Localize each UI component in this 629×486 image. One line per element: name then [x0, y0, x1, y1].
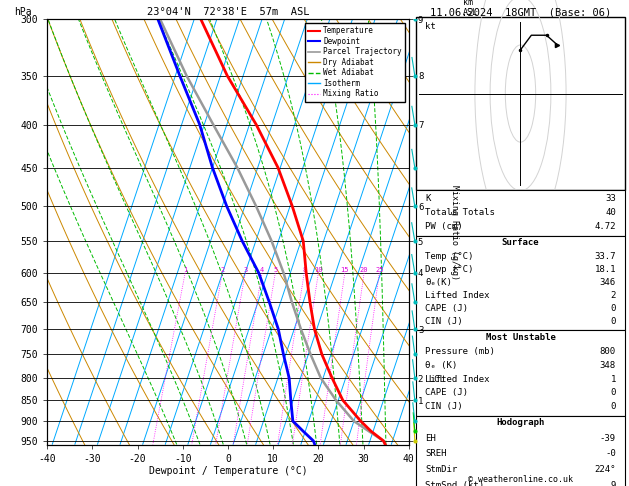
Text: 33.7: 33.7: [594, 252, 616, 261]
Text: K: K: [425, 194, 430, 203]
Text: 25: 25: [375, 267, 384, 273]
Text: θₑ (K): θₑ (K): [425, 361, 457, 370]
Y-axis label: Mixing Ratio (g/kg): Mixing Ratio (g/kg): [450, 185, 459, 279]
Text: Lifted Index: Lifted Index: [425, 291, 489, 300]
Text: © weatheronline.co.uk: © weatheronline.co.uk: [468, 474, 573, 484]
Text: 0: 0: [611, 388, 616, 397]
Text: 800: 800: [600, 347, 616, 356]
Text: CAPE (J): CAPE (J): [425, 304, 468, 313]
Text: 5: 5: [273, 267, 277, 273]
Text: 20: 20: [360, 267, 369, 273]
Text: kt: kt: [425, 22, 436, 31]
Text: -0: -0: [605, 449, 616, 458]
Text: Temp (°C): Temp (°C): [425, 252, 474, 261]
Text: SREH: SREH: [425, 449, 447, 458]
Text: θₑ(K): θₑ(K): [425, 278, 452, 287]
Text: 348: 348: [600, 361, 616, 370]
Text: 1: 1: [183, 267, 187, 273]
Text: Most Unstable: Most Unstable: [486, 333, 555, 342]
Text: 0: 0: [611, 317, 616, 326]
Text: 33: 33: [605, 194, 616, 203]
Text: PW (cm): PW (cm): [425, 222, 463, 231]
Text: StmDir: StmDir: [425, 465, 457, 474]
Text: 9: 9: [611, 481, 616, 486]
Text: 10: 10: [314, 267, 323, 273]
Text: 0: 0: [611, 304, 616, 313]
Text: Dewp (°C): Dewp (°C): [425, 265, 474, 274]
Text: 2: 2: [220, 267, 225, 273]
Text: 40: 40: [605, 208, 616, 217]
Text: StmSpd (kt): StmSpd (kt): [425, 481, 484, 486]
Text: 8: 8: [302, 267, 306, 273]
Text: Totals Totals: Totals Totals: [425, 208, 495, 217]
Text: CAPE (J): CAPE (J): [425, 388, 468, 397]
Text: 2: 2: [611, 291, 616, 300]
Bar: [416, 190, 625, 236]
Text: -39: -39: [600, 434, 616, 443]
Text: hPa: hPa: [14, 7, 32, 17]
Text: 4: 4: [260, 267, 264, 273]
Text: Pressure (mb): Pressure (mb): [425, 347, 495, 356]
Text: 18.1: 18.1: [594, 265, 616, 274]
Legend: Temperature, Dewpoint, Parcel Trajectory, Dry Adiabat, Wet Adiabat, Isotherm, Mi: Temperature, Dewpoint, Parcel Trajectory…: [305, 23, 405, 102]
Text: 1: 1: [611, 375, 616, 383]
Text: 4.72: 4.72: [594, 222, 616, 231]
X-axis label: Dewpoint / Temperature (°C): Dewpoint / Temperature (°C): [148, 467, 308, 476]
Text: 0: 0: [611, 402, 616, 411]
Text: km
ASL: km ASL: [463, 0, 478, 17]
Text: 346: 346: [600, 278, 616, 287]
Text: EH: EH: [425, 434, 436, 443]
Text: CIN (J): CIN (J): [425, 317, 463, 326]
Text: 224°: 224°: [594, 465, 616, 474]
Text: Surface: Surface: [502, 238, 539, 247]
Text: 11.06.2024  18GMT  (Base: 06): 11.06.2024 18GMT (Base: 06): [430, 7, 611, 17]
Text: Lifted Index: Lifted Index: [425, 375, 489, 383]
Title: 23°04'N  72°38'E  57m  ASL: 23°04'N 72°38'E 57m ASL: [147, 7, 309, 17]
Text: 3: 3: [243, 267, 247, 273]
Text: Hodograph: Hodograph: [496, 418, 545, 427]
Text: CIN (J): CIN (J): [425, 402, 463, 411]
Text: 15: 15: [340, 267, 349, 273]
